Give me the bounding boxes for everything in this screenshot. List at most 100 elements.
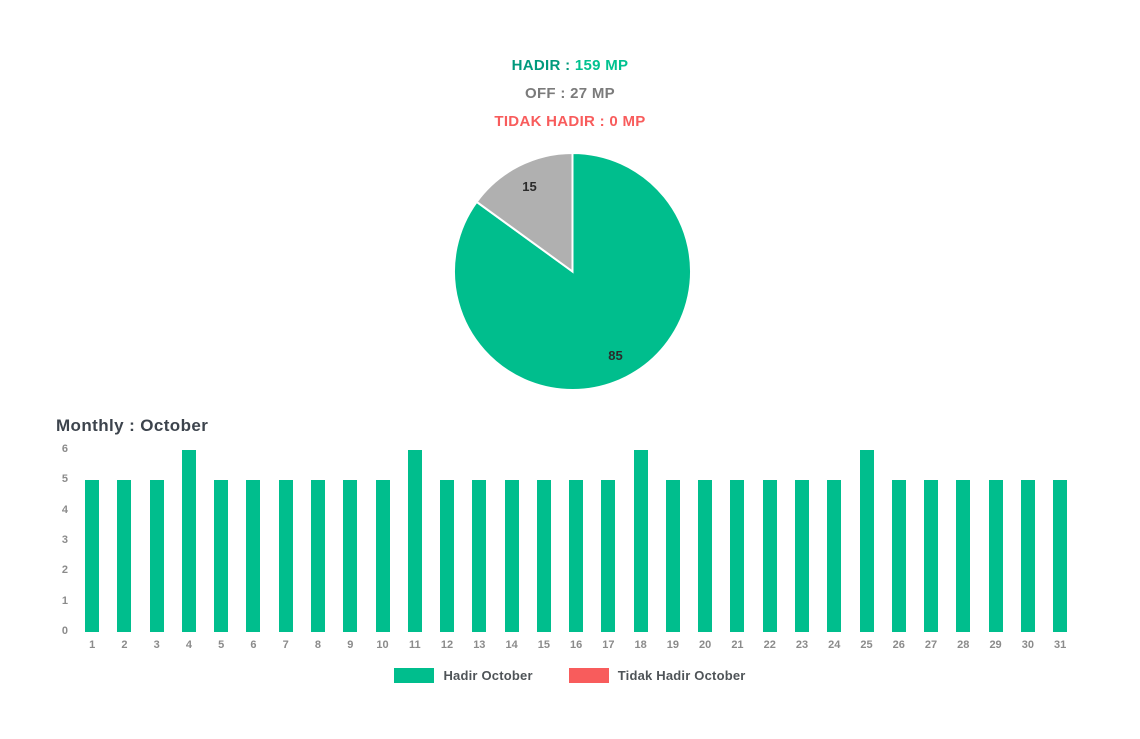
y-axis-tick-label: 5 <box>61 473 68 486</box>
x-axis-tick-label: 6 <box>250 639 257 651</box>
y-axis-tick-label: 2 <box>61 564 68 577</box>
off-label: OFF : <box>525 85 566 102</box>
bar-day-4 <box>181 450 196 632</box>
bar-day-23 <box>794 480 809 632</box>
off-value: 27 MP <box>570 85 615 102</box>
pie-chart-svg <box>453 151 692 391</box>
bar-slot-day-14: 14 <box>495 450 527 655</box>
bar-day-27 <box>924 480 939 632</box>
bar-day-25 <box>859 450 874 632</box>
bar-slot-day-26: 26 <box>883 450 915 655</box>
bar-day-29 <box>988 480 1003 632</box>
bar-day-24 <box>827 480 842 632</box>
bar-slot-day-13: 13 <box>463 450 495 655</box>
x-axis-tick-label: 29 <box>989 639 1002 651</box>
bar-slot-day-30: 30 <box>1012 450 1044 655</box>
x-axis-tick-label: 18 <box>634 639 647 651</box>
bar-day-11 <box>407 450 422 632</box>
bar-slot-day-29: 29 <box>979 450 1011 655</box>
x-axis-tick-label: 10 <box>376 639 389 651</box>
summary-line-tidak-hadir: TIDAK HADIR : 0 MP <box>0 114 1140 130</box>
bar-slot-day-15: 15 <box>528 450 560 655</box>
bar-day-9 <box>343 480 358 632</box>
x-axis-tick-label: 13 <box>473 639 486 651</box>
tidak-hadir-value: 0 MP <box>609 113 646 130</box>
x-axis-tick-label: 22 <box>763 639 776 651</box>
x-axis-tick-label: 26 <box>892 639 905 651</box>
x-axis-tick-label: 9 <box>347 639 354 651</box>
bar-slot-day-19: 19 <box>657 450 689 655</box>
y-axis-tick-label: 6 <box>61 443 68 455</box>
x-axis-tick-label: 16 <box>569 639 583 651</box>
bar-day-12 <box>440 480 455 632</box>
x-axis-tick-label: 17 <box>602 639 615 651</box>
x-axis-tick-label: 5 <box>218 639 225 651</box>
x-axis-tick-label: 8 <box>314 639 322 651</box>
bar-day-30 <box>1020 480 1035 632</box>
summary-line-hadir: HADIR : 159 MP <box>0 58 1140 74</box>
x-axis-tick-label: 25 <box>860 639 873 651</box>
bar-slot-day-1: 1 <box>76 450 108 655</box>
legend-label: Tidak Hadir October <box>617 668 746 683</box>
y-axis-tick-label: 0 <box>61 625 68 637</box>
bar-chart-legend: Hadir October Tidak Hadir October <box>0 668 1140 683</box>
bar-slot-day-24: 24 <box>818 450 850 655</box>
bar-day-28 <box>956 480 971 632</box>
bar-day-5 <box>214 480 229 632</box>
bar-slot-day-23: 23 <box>786 450 818 655</box>
legend-item-tidak-hadir-october[interactable]: Tidak Hadir October <box>568 668 746 683</box>
x-axis-tick-label: 30 <box>1021 639 1034 651</box>
bar-slot-day-4: 4 <box>173 450 205 655</box>
bar-slot-day-10: 10 <box>366 450 398 655</box>
bar-day-6 <box>246 480 261 632</box>
bar-day-13 <box>472 480 487 632</box>
bar-day-17 <box>601 480 616 632</box>
tidak-hadir-label: TIDAK HADIR : <box>494 113 605 130</box>
bar-slot-day-17: 17 <box>592 450 624 655</box>
bar-day-3 <box>149 480 164 632</box>
pie-slice-value-label: 15 <box>522 179 537 195</box>
bar-day-15 <box>536 480 551 632</box>
bar-slot-day-11: 11 <box>399 450 431 655</box>
x-axis-tick-label: 2 <box>121 639 128 651</box>
bar-chart-title: Monthly : October <box>56 416 209 435</box>
bar-day-20 <box>698 480 713 632</box>
bar-slot-day-6: 6 <box>237 450 269 655</box>
bar-day-14 <box>504 480 519 632</box>
bar-slot-day-3: 3 <box>141 450 173 655</box>
legend-item-hadir-october[interactable]: Hadir October <box>394 668 533 683</box>
bar-day-18 <box>633 450 648 632</box>
x-axis-tick-label: 23 <box>795 639 809 651</box>
bar-slot-day-12: 12 <box>431 450 463 655</box>
pie-slice <box>475 151 574 274</box>
bar-slot-day-27: 27 <box>915 450 947 655</box>
y-axis-tick-label: 4 <box>61 503 68 516</box>
x-axis-tick-label: 28 <box>957 639 970 651</box>
summary-line-off: OFF : 27 MP <box>0 86 1140 102</box>
bar-day-21 <box>730 480 745 632</box>
x-axis-tick-label: 7 <box>282 639 289 651</box>
x-axis-tick-label: 1 <box>89 639 96 651</box>
y-axis-tick-label: 1 <box>61 594 68 607</box>
x-axis-tick-label: 21 <box>731 639 744 651</box>
bar-slot-day-18: 18 <box>625 450 657 655</box>
bar-slot-day-9: 9 <box>334 450 366 655</box>
bar-day-31 <box>1053 480 1068 632</box>
x-axis-tick-label: 3 <box>153 639 160 651</box>
attendance-pie-chart: 85 15 <box>452 151 693 392</box>
bar-day-16 <box>569 480 584 632</box>
legend-swatch <box>568 668 609 683</box>
x-axis-tick-label: 31 <box>1053 639 1067 651</box>
bar-slot-day-7: 7 <box>270 450 302 655</box>
bar-slot-day-20: 20 <box>689 450 721 655</box>
x-axis-tick-label: 15 <box>537 639 550 651</box>
x-axis-tick-label: 4 <box>185 639 192 651</box>
attendance-summary: HADIR : 159 MP OFF : 27 MP TIDAK HADIR :… <box>0 58 1140 142</box>
hadir-value: 159 MP <box>574 57 629 74</box>
x-axis-tick-label: 27 <box>924 639 938 651</box>
bar-day-19 <box>665 480 680 632</box>
pie-slice-value-label: 85 <box>608 347 623 363</box>
x-axis-tick-label: 11 <box>408 639 421 651</box>
bar-slot-day-22: 22 <box>754 450 786 655</box>
